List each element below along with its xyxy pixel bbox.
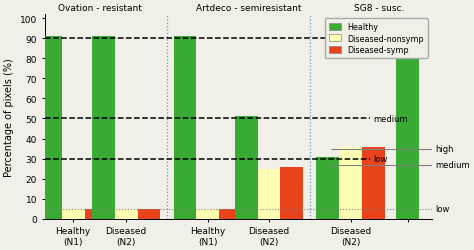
Bar <box>362 147 385 219</box>
Bar <box>396 37 419 219</box>
Bar <box>92 37 115 219</box>
Bar <box>137 209 161 219</box>
Bar <box>316 157 339 219</box>
Text: SG8 - susc.: SG8 - susc. <box>354 4 404 13</box>
Text: Artdeco - semiresistant: Artdeco - semiresistant <box>196 4 301 13</box>
Bar <box>84 209 108 219</box>
Bar <box>173 37 196 219</box>
Text: high: high <box>436 144 454 154</box>
Bar <box>339 147 362 219</box>
Bar <box>281 167 303 219</box>
Legend: Healthy, Diseased-nonsymp, Diseased-symp: Healthy, Diseased-nonsymp, Diseased-symp <box>325 19 428 59</box>
Text: Ovation - resistant: Ovation - resistant <box>58 4 142 13</box>
Bar <box>219 209 242 219</box>
Bar <box>62 209 84 219</box>
Text: low: low <box>374 154 388 164</box>
Bar <box>257 169 281 219</box>
Bar <box>39 37 62 219</box>
Y-axis label: Percentage of pixels (%): Percentage of pixels (%) <box>4 58 14 176</box>
Bar <box>196 209 219 219</box>
Text: medium: medium <box>374 114 408 124</box>
Bar <box>235 117 257 219</box>
Text: medium: medium <box>436 160 470 170</box>
Text: high: high <box>374 34 392 43</box>
Bar <box>115 209 137 219</box>
Text: low: low <box>436 204 450 214</box>
